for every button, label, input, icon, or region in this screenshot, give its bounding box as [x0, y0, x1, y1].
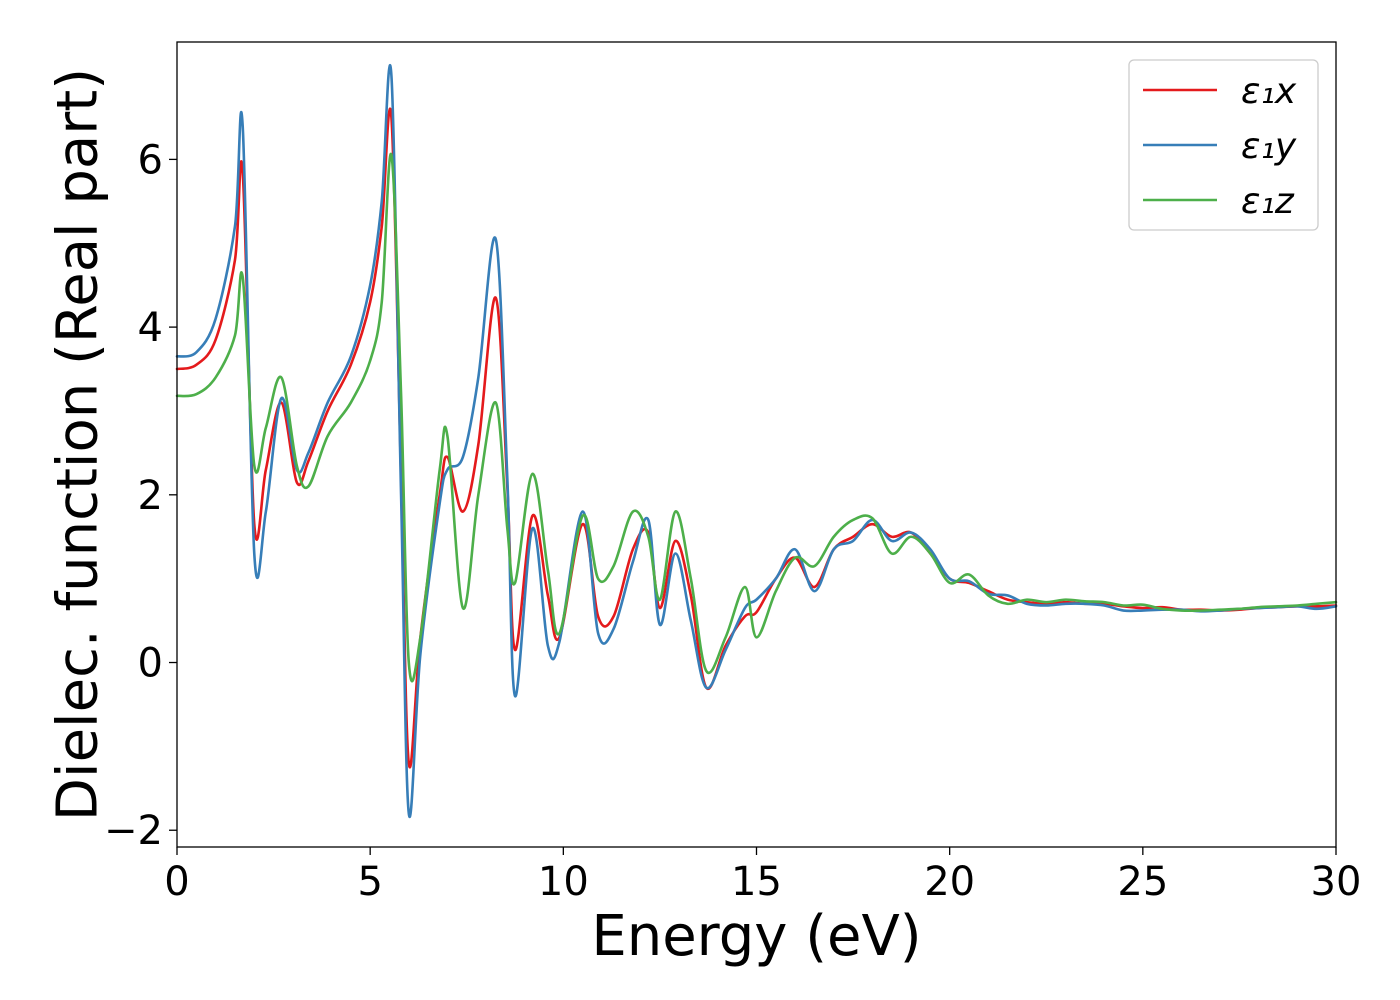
- y-tick-label: 6: [138, 137, 163, 183]
- y-tick-label: 0: [138, 641, 163, 687]
- legend: ε₁x ε₁y ε₁z: [1128, 59, 1319, 231]
- x-tick-label: 5: [357, 859, 382, 905]
- y-tick-label: −2: [104, 808, 163, 854]
- series-line-3: [175, 152, 1338, 683]
- legend-box: [1128, 59, 1319, 231]
- x-tick-label: 25: [1117, 859, 1168, 905]
- y-axis-label: Dielec. function (Real part): [46, 68, 111, 821]
- series-lines: [175, 64, 1338, 818]
- legend-label-2: ε₁y: [1241, 126, 1297, 167]
- x-tick-label: 0: [164, 859, 189, 905]
- x-tick-label: 15: [731, 859, 782, 905]
- x-tick-label: 10: [538, 859, 589, 905]
- series-line-2: [175, 64, 1338, 818]
- x-axis-label: Energy (eV): [591, 904, 921, 969]
- y-tick-label: 2: [138, 473, 163, 519]
- legend-label-3: ε₁z: [1241, 181, 1295, 222]
- y-tick-label: 4: [138, 305, 163, 351]
- x-tick-label: 30: [1311, 859, 1362, 905]
- legend-label-1: ε₁x: [1241, 71, 1297, 112]
- x-tick-label: 20: [924, 859, 975, 905]
